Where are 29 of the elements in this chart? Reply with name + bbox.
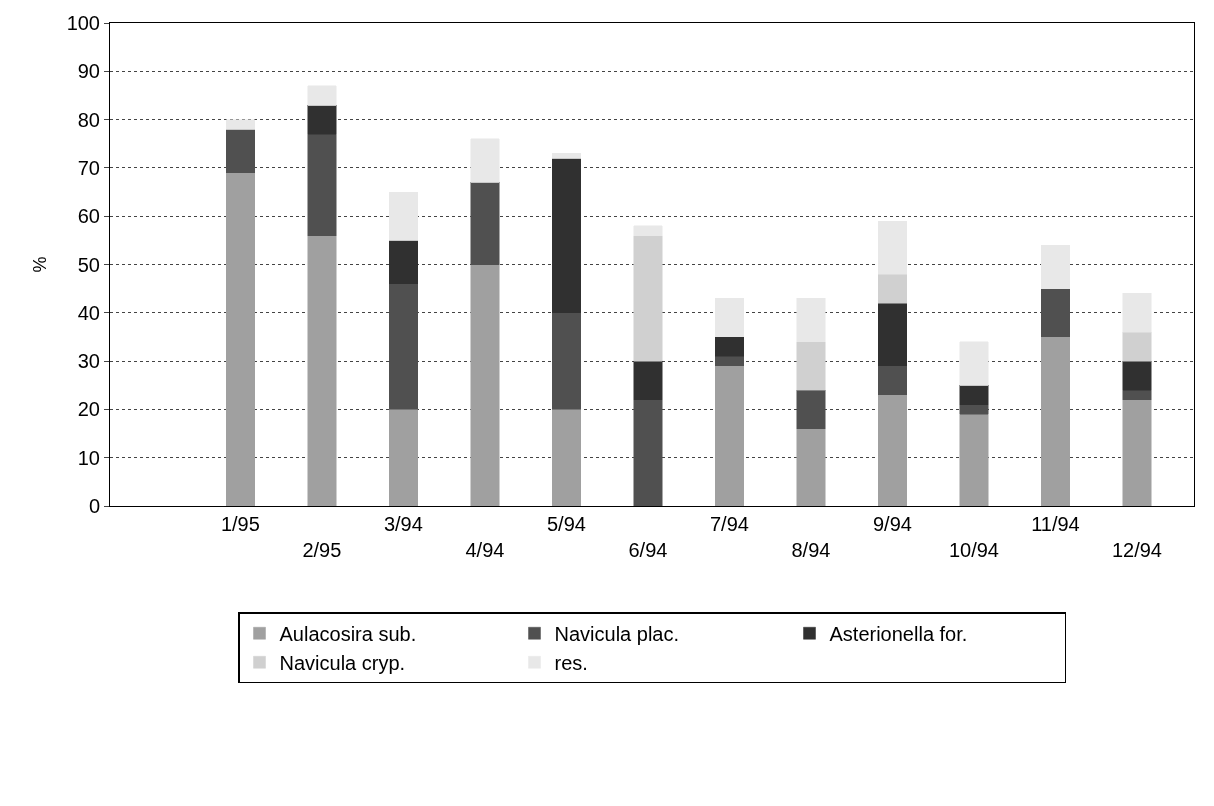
x-tick-label: 4/94 [465,539,505,561]
legend-label: Navicula cryp. [279,652,406,675]
legend-label: Asterionella for. [829,623,968,646]
y-tick-label: 0 [88,495,100,517]
x-tick-label: 1/95 [220,513,260,535]
y-tick-label: 50 [77,253,100,276]
x-tick-label: 3/94 [383,513,423,535]
x-tick-label: 9/94 [872,513,912,535]
y-tick-label: 20 [77,398,100,421]
y-tick-label: 30 [77,350,100,373]
legend-label: res. [554,652,588,675]
legend-label: Navicula plac. [554,623,680,646]
y-tick-label: 90 [77,60,100,83]
x-tick-label: 7/94 [709,513,749,535]
x-tick-label: 5/94 [546,513,586,535]
y-axis-title: % [29,256,50,273]
x-tick-label: 6/94 [628,539,668,561]
y-tick-label: 70 [77,156,100,179]
x-tick-label: 2/95 [302,539,342,561]
x-tick-label: 10/94 [948,539,999,561]
y-tick-label: 80 [77,108,100,131]
y-tick-label: 40 [77,301,100,324]
y-tick-label: 100 [66,12,100,34]
x-tick-label: 12/94 [1111,539,1162,561]
y-tick-label: 60 [77,205,100,228]
legend-label: Aulacosira sub. [279,623,417,646]
x-tick-label: 11/94 [1031,513,1080,535]
y-tick-label: 10 [77,446,100,469]
x-tick-label: 8/94 [791,539,831,561]
